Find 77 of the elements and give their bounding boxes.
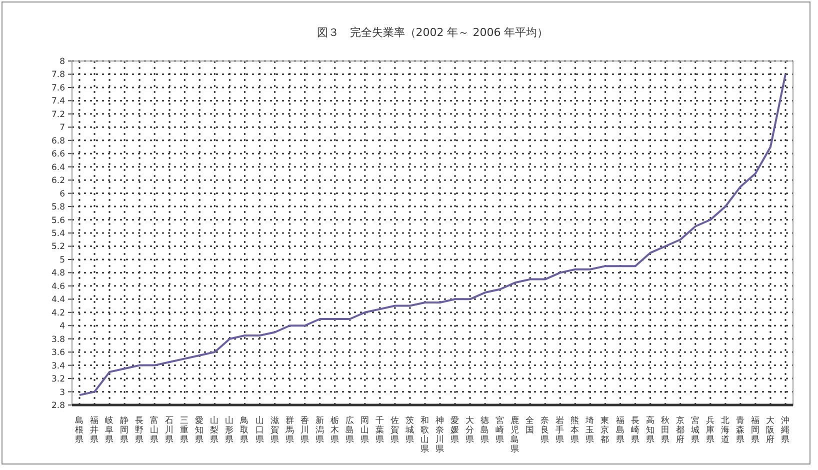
x-tick-label: 茨城県	[404, 415, 414, 445]
x-tick-label: 大阪府	[766, 415, 775, 445]
y-tick-label: 4.6	[51, 282, 65, 292]
line-series	[78, 73, 786, 396]
y-tick-label: 3.6	[51, 348, 65, 358]
y-tick-label: 3.2	[51, 374, 65, 385]
x-tick-label: 石川県	[165, 416, 174, 445]
y-tick-label: 5.2	[51, 242, 65, 252]
x-tick-label: 静岡県	[120, 415, 130, 445]
y-tick-label: 4	[60, 322, 65, 332]
x-tick-label: 宮城県	[690, 415, 700, 445]
x-tick-label: 千葉県	[375, 415, 384, 445]
y-tick-label: 3	[60, 388, 65, 398]
y-tick-label: 6.8	[51, 136, 65, 146]
x-tick-label: 神奈川県	[436, 415, 445, 454]
y-tick-label: 6	[60, 189, 65, 200]
y-tick-label: 7.8	[51, 70, 65, 80]
x-tick-label: 福岡県	[750, 415, 760, 445]
x-tick-label: 兵庫県	[706, 415, 715, 445]
x-tick-label: 山梨県	[210, 415, 220, 445]
x-tick-label: 鹿児島県	[510, 415, 520, 454]
y-tick-label: 5	[60, 255, 65, 266]
y-tick-label: 3.8	[51, 334, 65, 345]
x-tick-label: 島根県	[75, 415, 84, 445]
x-tick-label: 秋田県	[660, 415, 670, 445]
x-tick-label: 栃木県	[330, 415, 340, 445]
x-tick-label: 徳島県	[480, 415, 490, 445]
y-tick-label: 8	[60, 57, 65, 67]
chart-title: 図３ 完全失業率（2002 年～ 2006 年平均）	[316, 26, 548, 39]
x-tick-label: 宮崎県	[496, 415, 505, 445]
x-tick-label: 東京都	[600, 415, 610, 445]
y-tick-label: 4.4	[51, 295, 65, 306]
x-tick-label: 北海道	[720, 415, 730, 445]
x-tick-label: 愛知県	[195, 415, 204, 445]
x-tick-label: 福井県	[90, 415, 100, 445]
y-tick-label: 7.6	[51, 83, 65, 94]
x-tick-label: 山口県	[255, 415, 264, 445]
x-tick-label: 埼玉県	[584, 415, 595, 445]
y-tick-label: 4.8	[51, 268, 65, 279]
x-tick-label: 青森県	[736, 415, 745, 445]
x-tick-label: 愛媛県	[450, 415, 460, 445]
x-tick-label: 奈良県	[540, 415, 550, 445]
x-tick-label: 広島県	[345, 415, 354, 445]
x-tick-label: 長崎県	[630, 415, 640, 445]
x-tick-label: 大分県	[466, 415, 475, 445]
x-tick-label: 高知県	[646, 415, 655, 445]
y-tick-label: 5.6	[51, 216, 65, 226]
x-tick-label: 京都府	[676, 415, 685, 445]
y-tick-label: 6.2	[51, 176, 65, 186]
y-tick-label: 7	[60, 123, 65, 134]
x-tick-label: 熊本県	[570, 415, 580, 445]
y-tick-label: 4.2	[51, 308, 65, 318]
x-tick-label: 三重県	[180, 416, 190, 445]
x-tick-label: 鳥取県	[239, 415, 250, 445]
x-tick-label: 全国	[526, 415, 535, 436]
x-tick-label: 佐賀県	[390, 415, 400, 445]
y-tick-label: 6.6	[51, 150, 65, 160]
x-tick-label: 新潟県	[315, 415, 324, 445]
y-tick-label: 7.4	[51, 96, 65, 107]
y-tick-label: 3.4	[51, 361, 65, 372]
x-tick-label: 滋賀県	[270, 415, 280, 445]
y-tick-label: 5.8	[51, 202, 65, 213]
x-tick-label: 香川県	[300, 415, 310, 445]
x-tick-label: 和歌山県	[420, 415, 430, 454]
x-tick-label: 岩手県	[556, 415, 565, 445]
x-tick-label: 沖縄県	[780, 415, 790, 445]
x-tick-label: 群馬県	[284, 415, 294, 445]
x-tick-label: 富山県	[150, 415, 160, 445]
x-tick-label: 福島県	[616, 415, 625, 445]
y-tick-label: 5.4	[51, 229, 65, 239]
x-tick-label: 岡山県	[360, 416, 370, 445]
x-tick-label: 山形県	[225, 415, 234, 445]
x-tick-label: 岐阜県	[105, 415, 114, 445]
y-tick-label: 6.4	[51, 162, 65, 173]
y-tick-label: 7.2	[51, 110, 65, 120]
x-tick-label: 長野県	[135, 415, 144, 445]
y-tick-label: 2.8	[51, 401, 65, 411]
